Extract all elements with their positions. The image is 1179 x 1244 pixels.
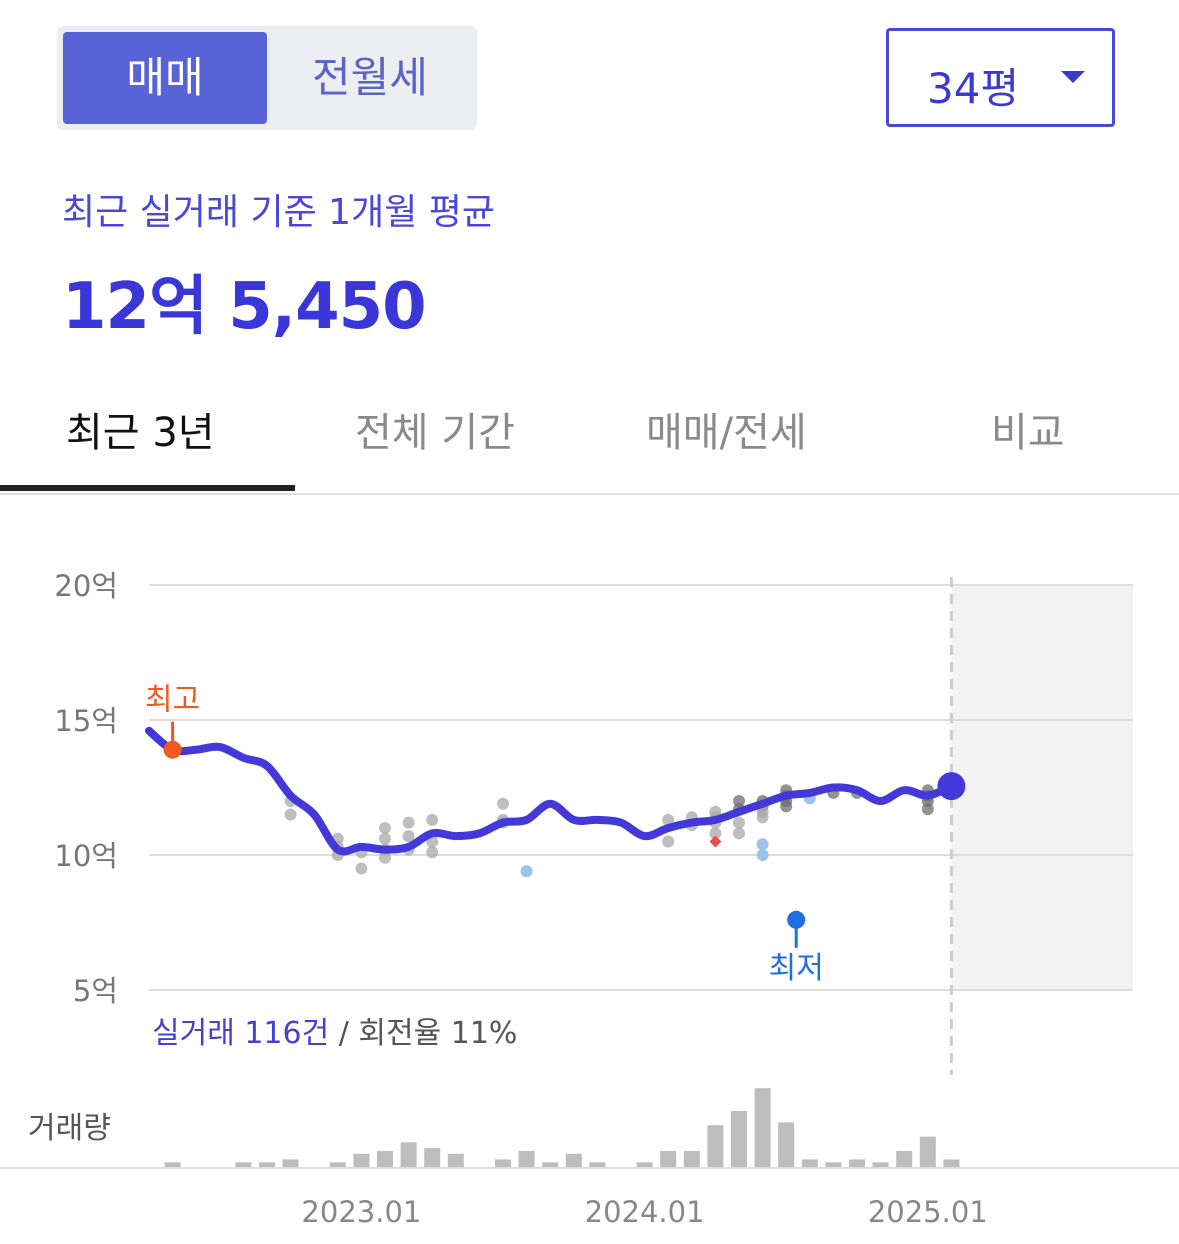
y-tick-label: 10억 [54,839,118,873]
active-tab-indicator [0,485,295,491]
volume-bar [377,1150,393,1168]
volume-bar [801,1159,818,1168]
volume-bar [353,1153,370,1168]
volume-bar [447,1153,464,1168]
volume-bar [589,1162,606,1168]
transaction-dot [379,851,391,864]
volume-bar [754,1088,771,1168]
volume-bar [518,1150,535,1168]
price-line [145,726,956,856]
deal-type-toggle: 매매 전월세 [57,26,477,130]
volume-bar [919,1136,936,1168]
transaction-dot [402,830,415,843]
average-price: 12억 5,450 [62,270,427,344]
volume-bar [707,1125,724,1168]
transaction-dot [402,816,415,829]
transaction-dot [426,846,439,859]
x-tick-label: 2024.01 [585,1195,705,1229]
transaction-dot [780,800,793,813]
transaction-dot [426,813,439,826]
x-tick-label: 2025.01 [868,1195,988,1229]
high-marker [163,740,182,759]
volume-bar [896,1150,913,1168]
volume-bar [849,1159,865,1168]
y-tick-label: 20억 [54,569,118,603]
volume-bar [542,1162,559,1168]
transaction-dot [733,816,745,829]
transaction-dot [379,832,391,845]
volume-bar [235,1162,252,1168]
volume-bar [660,1150,677,1168]
tab-all-period[interactable]: 전체 기간 [355,410,515,456]
turnover-rate: 회전율 11% [358,1016,518,1051]
transaction-dot [355,862,368,875]
transaction-dot [709,827,722,840]
future-region [951,585,1133,990]
y-tick-label: 15억 [54,704,118,738]
y-tick-label: 5억 [73,974,118,1008]
tab-sale-vs-lease[interactable]: 매매/전세 [646,410,807,456]
current-price-marker [937,772,966,801]
tab-compare[interactable]: 비교 [991,410,1065,456]
lease-transaction-dot [756,849,769,861]
lease-transaction-dot [520,865,533,878]
volume-bar [282,1159,299,1168]
transaction-dot [497,797,509,810]
volume-bar [259,1162,275,1168]
transaction-dot [921,803,934,816]
volume-bar [329,1162,346,1168]
transaction-dot [756,811,769,824]
volume-bar [778,1122,795,1168]
tab-sale[interactable]: 매매 [63,32,267,124]
transaction-dot [379,822,391,834]
volume-bar [636,1162,653,1168]
volume-bar [872,1162,889,1168]
volume-bar [164,1162,181,1168]
lease-transaction-dot [756,838,769,851]
tab-lease[interactable]: 전월세 [312,53,428,102]
volume-bar [825,1162,842,1168]
volume-bar [424,1148,441,1168]
low-marker [787,910,806,929]
tab-recent-3y[interactable]: 최근 3년 [66,410,215,456]
transaction-dot [662,835,675,848]
transaction-dot [284,808,297,821]
transaction-dot [662,813,675,826]
price-basis-label: 최근 실거래 기준 1개월 평균 [62,192,495,233]
trade-separator: / [329,1016,359,1051]
high-label: 최고 [145,683,200,718]
transaction-dot [733,827,745,840]
volume-bar [400,1142,417,1168]
volume-bar [943,1159,960,1168]
volume-label: 거래량 [28,1111,111,1146]
x-tick-label: 2023.01 [301,1195,421,1229]
period-tabs: 최근 3년 전체 기간 매매/전세 비교 [0,380,1179,495]
low-label: 최저 [769,951,824,986]
volume-bar [683,1150,700,1168]
special-transaction-marker [709,835,722,848]
size-value: 34평 [927,64,1020,113]
size-dropdown[interactable]: 34평 [886,28,1115,127]
trade-summary: 실거래 116건 / 회전율 11% [152,1008,517,1052]
volume-bar [731,1111,747,1168]
volume-bar [565,1153,582,1168]
chevron-down-icon [1061,71,1085,83]
volume-bar [495,1159,511,1168]
trade-count: 실거래 116건 [152,1016,330,1051]
